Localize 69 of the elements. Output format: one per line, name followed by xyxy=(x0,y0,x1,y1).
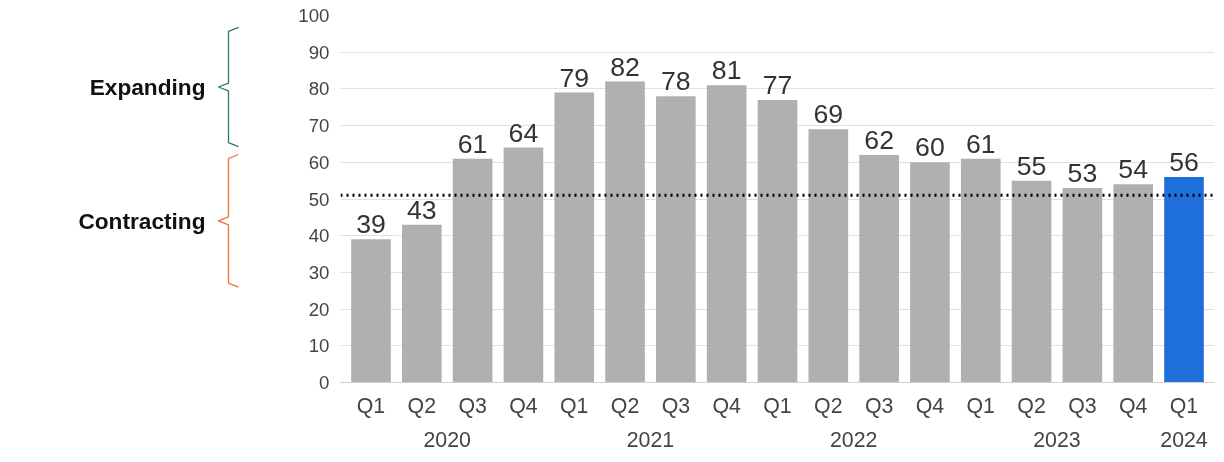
bar xyxy=(503,147,544,383)
text: Contracting xyxy=(78,207,206,234)
data-label: 61 xyxy=(965,128,996,159)
data-label: 55 xyxy=(1016,150,1047,181)
text: 2020 xyxy=(423,427,472,452)
x-tick-label: Q2 xyxy=(407,393,437,418)
text: 2024 xyxy=(1160,427,1208,452)
x-tick-label: Q2 xyxy=(610,393,640,418)
x-tick-label: Q2 xyxy=(1017,393,1046,418)
bar xyxy=(757,99,798,383)
y-tick-label: 20 xyxy=(308,298,330,320)
bar xyxy=(605,81,645,383)
y-tick-label: 90 xyxy=(308,41,330,63)
y-tick-label: 30 xyxy=(308,261,330,283)
bar xyxy=(452,158,493,383)
y-tick-label: 70 xyxy=(308,115,330,137)
bar xyxy=(1062,187,1103,383)
y-tick-label: 0 xyxy=(319,372,330,393)
data-label: 53 xyxy=(1067,157,1098,188)
x-tick-label: Q1 xyxy=(560,393,589,418)
x-tick-label: Q4 xyxy=(509,393,538,418)
x-tick-label: Q4 xyxy=(1118,393,1148,418)
bar xyxy=(706,85,747,383)
data-label: 56 xyxy=(1169,146,1199,177)
x-tick-label: Q1 xyxy=(356,393,386,418)
y-tick-label: 80 xyxy=(308,78,330,100)
x-tick-label: Q3 xyxy=(458,393,487,418)
bar xyxy=(351,239,391,383)
x-tick-label: Q1 xyxy=(966,393,995,418)
bar xyxy=(656,96,696,383)
data-label: 64 xyxy=(508,117,539,148)
x-tick-label: Q2 xyxy=(814,393,843,418)
data-label: 43 xyxy=(406,194,437,225)
data-label: 61 xyxy=(457,128,488,159)
text: 2022 xyxy=(830,427,878,452)
x-tick-label: Q4 xyxy=(915,393,945,418)
bar xyxy=(960,158,1001,383)
bar xyxy=(554,92,595,383)
data-label: 54 xyxy=(1118,154,1149,185)
data-label: 82 xyxy=(610,51,640,82)
y-tick-label: 50 xyxy=(308,188,330,210)
bar xyxy=(808,129,849,383)
bar xyxy=(1011,180,1052,383)
x-tick-label: Q1 xyxy=(1169,393,1199,418)
data-label: 79 xyxy=(559,62,590,93)
bar xyxy=(1113,184,1154,383)
y-tick-label: 10 xyxy=(308,335,330,357)
x-tick-label: Q4 xyxy=(712,393,742,418)
bar xyxy=(401,224,442,383)
y-tick-label: 60 xyxy=(308,151,330,173)
text: Expanding xyxy=(89,73,206,100)
text: 2023 xyxy=(1033,427,1081,452)
text: 2021 xyxy=(626,427,675,452)
bar xyxy=(859,154,899,383)
x-tick-label: Q3 xyxy=(661,393,691,418)
x-tick-label: Q3 xyxy=(1068,393,1097,418)
data-label: 81 xyxy=(711,55,742,86)
y-tick-label: 100 xyxy=(298,5,330,26)
data-label: 78 xyxy=(661,66,691,97)
bar xyxy=(1164,176,1204,383)
data-label: 62 xyxy=(864,124,894,155)
data-label: 69 xyxy=(813,99,844,130)
x-tick-label: Q1 xyxy=(763,393,792,418)
data-label: 60 xyxy=(915,132,945,163)
x-tick-label: Q3 xyxy=(864,393,894,418)
y-tick-label: 40 xyxy=(308,225,330,247)
data-label: 39 xyxy=(356,209,386,240)
data-label: 77 xyxy=(762,69,793,100)
bar xyxy=(910,162,950,383)
